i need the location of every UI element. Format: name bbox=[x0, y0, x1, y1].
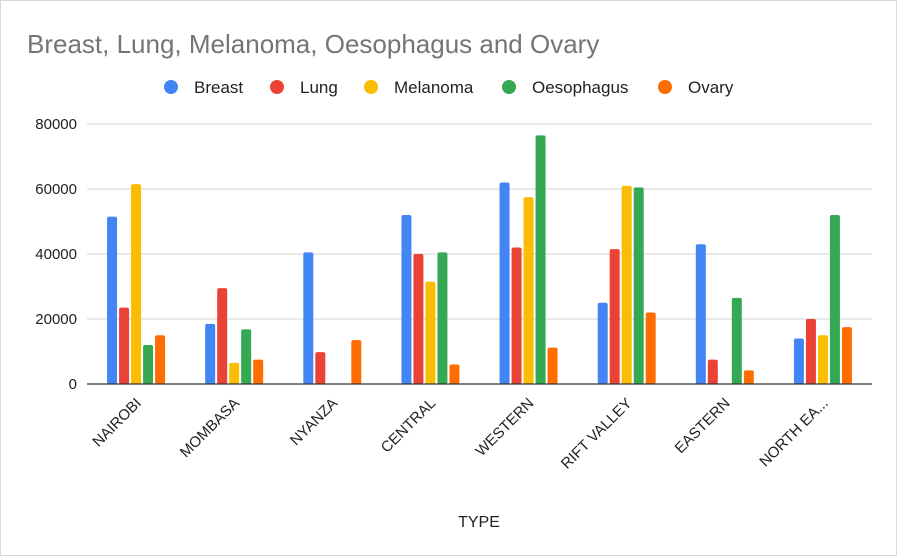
bar-melanoma-3[interactable] bbox=[425, 281, 436, 384]
bar-lung-4[interactable] bbox=[511, 247, 522, 385]
bar-oesophagus-7[interactable] bbox=[829, 215, 840, 384]
legend-swatch-breast[interactable] bbox=[164, 80, 178, 94]
bar-lung-2[interactable] bbox=[315, 352, 326, 384]
y-tick-label: 20000 bbox=[35, 311, 77, 328]
x-tick-label: MOMBASA bbox=[177, 395, 243, 461]
bar-oesophagus-5[interactable] bbox=[633, 187, 644, 384]
bar-lung-1[interactable] bbox=[217, 288, 228, 384]
x-tick-label: EASTERN bbox=[672, 395, 734, 457]
y-tick-label: 60000 bbox=[35, 181, 77, 198]
bar-breast-5[interactable] bbox=[597, 302, 608, 384]
bar-melanoma-1[interactable] bbox=[229, 362, 240, 384]
legend-label-ovary[interactable]: Ovary bbox=[688, 78, 734, 97]
legend-label-lung[interactable]: Lung bbox=[300, 78, 338, 97]
bar-breast-4[interactable] bbox=[499, 182, 510, 385]
bar-melanoma-7[interactable] bbox=[817, 335, 828, 384]
y-axis-ticks: 0 20000 40000 60000 80000 bbox=[35, 116, 77, 393]
gridlines bbox=[87, 123, 872, 320]
bar-oesophagus-3[interactable] bbox=[437, 252, 448, 384]
bar-lung-0[interactable] bbox=[119, 307, 130, 384]
y-tick-label: 40000 bbox=[35, 246, 77, 263]
x-tick-label: NORTH EA... bbox=[756, 395, 831, 470]
bar-breast-3[interactable] bbox=[401, 215, 412, 384]
legend: Breast Lung Melanoma Oesophagus Ovary bbox=[164, 78, 734, 97]
bar-breast-1[interactable] bbox=[205, 323, 216, 384]
bar-ovary-1[interactable] bbox=[253, 359, 264, 384]
bar-melanoma-0[interactable] bbox=[131, 184, 142, 384]
chart-title: Breast, Lung, Melanoma, Oesophagus and O… bbox=[27, 29, 599, 59]
bar-lung-3[interactable] bbox=[413, 254, 424, 384]
x-tick-label: WESTERN bbox=[472, 395, 537, 460]
bar-ovary-2[interactable] bbox=[351, 340, 362, 384]
legend-label-breast[interactable]: Breast bbox=[194, 78, 243, 97]
bar-melanoma-4[interactable] bbox=[523, 197, 534, 384]
bar-lung-5[interactable] bbox=[609, 249, 620, 384]
y-tick-label: 80000 bbox=[35, 116, 77, 133]
x-tick-label: NYANZA bbox=[287, 395, 341, 449]
x-tick-label: RIFT VALLEY bbox=[558, 395, 636, 473]
x-tick-label: NAIROBI bbox=[89, 395, 145, 451]
x-tick-label: CENTRAL bbox=[378, 395, 440, 457]
bar-melanoma-5[interactable] bbox=[621, 185, 632, 384]
y-tick-label: 0 bbox=[69, 376, 77, 393]
bar-breast-0[interactable] bbox=[107, 216, 118, 384]
bar-oesophagus-0[interactable] bbox=[143, 345, 154, 384]
bar-ovary-0[interactable] bbox=[155, 335, 166, 384]
bar-ovary-7[interactable] bbox=[841, 327, 852, 384]
legend-label-melanoma[interactable]: Melanoma bbox=[394, 78, 474, 97]
bar-ovary-5[interactable] bbox=[645, 312, 656, 385]
bar-lung-7[interactable] bbox=[805, 319, 816, 384]
bar-breast-2[interactable] bbox=[303, 252, 314, 384]
x-axis-ticks: NAIROBI MOMBASA NYANZA CENTRAL WESTERN RIFT V… bbox=[89, 395, 832, 473]
legend-label-oesophagus[interactable]: Oesophagus bbox=[532, 78, 628, 97]
bar-ovary-4[interactable] bbox=[547, 347, 558, 384]
bar-breast-6[interactable] bbox=[695, 244, 706, 384]
bar-ovary-3[interactable] bbox=[449, 364, 460, 385]
bar-oesophagus-6[interactable] bbox=[731, 297, 742, 384]
bar-oesophagus-1[interactable] bbox=[241, 329, 252, 384]
bar-oesophagus-4[interactable] bbox=[535, 135, 546, 384]
legend-swatch-lung[interactable] bbox=[270, 80, 284, 94]
bar-ovary-6[interactable] bbox=[743, 370, 754, 384]
bars bbox=[107, 135, 852, 384]
legend-swatch-oesophagus[interactable] bbox=[502, 80, 516, 94]
x-axis-title: TYPE bbox=[458, 514, 500, 531]
bar-lung-6[interactable] bbox=[707, 359, 718, 384]
legend-swatch-melanoma[interactable] bbox=[364, 80, 378, 94]
bar-breast-7[interactable] bbox=[793, 338, 804, 385]
legend-swatch-ovary[interactable] bbox=[658, 80, 672, 94]
